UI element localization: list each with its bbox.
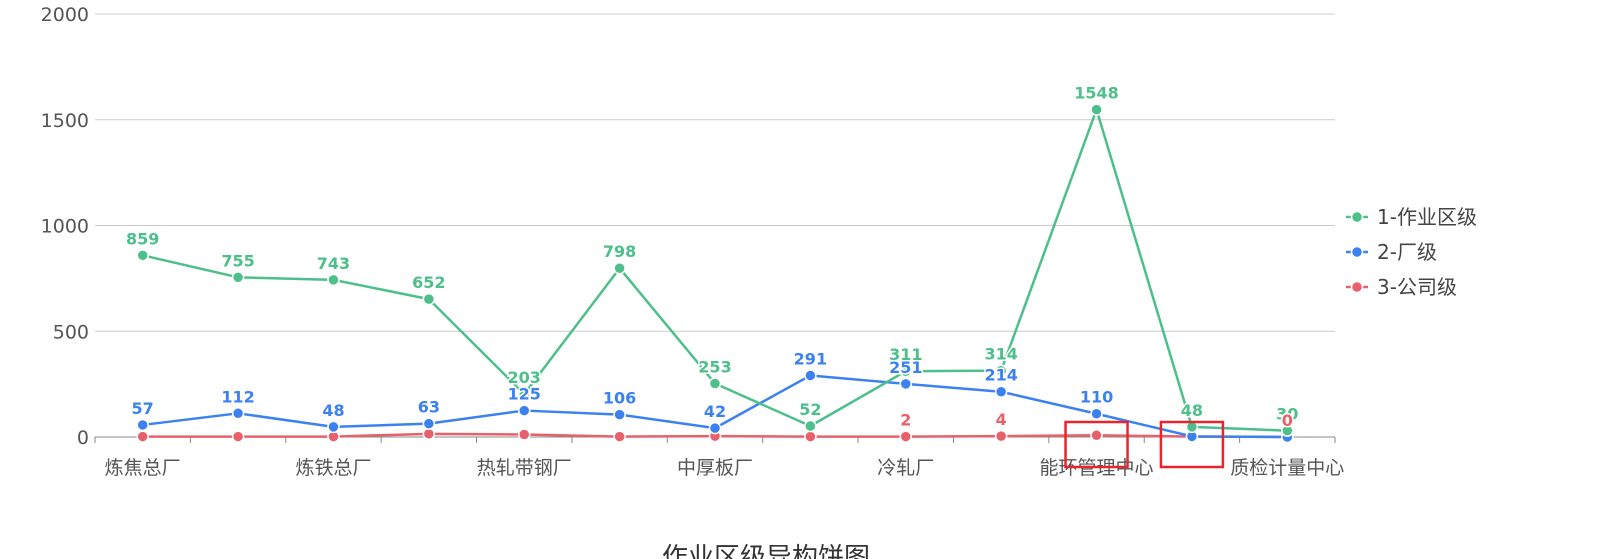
data-point[interactable] [708,377,722,390]
data-point[interactable] [422,292,436,306]
data-point[interactable] [1090,103,1103,116]
data-label: 251 [889,358,922,377]
data-label: 652 [412,273,445,292]
data-label: 125 [508,385,541,404]
data-point[interactable] [804,430,817,443]
data-label: 743 [317,254,350,273]
highlight-box [1064,420,1129,469]
data-label: 0 [1282,411,1293,430]
x-tick-label: 质检计量中心 [1230,457,1344,479]
data-label: 57 [132,399,154,418]
data-point[interactable] [804,369,817,382]
legend-label: 2-厂级 [1377,240,1437,264]
data-label: 48 [322,401,344,420]
legend-label: 3-公司级 [1377,275,1457,299]
legend-swatch-marker [1350,280,1364,294]
data-point[interactable] [804,419,817,433]
data-label: 110 [1080,388,1113,407]
data-label: 30 [1276,405,1298,424]
data-point[interactable] [994,364,1008,377]
data-point[interactable] [517,404,531,417]
x-tick-label: 中厚板厂 [677,457,753,479]
x-tick-label: 冷轧厂 [877,457,934,479]
data-labels: 859 755 743 652 203 798 253 52 311 314 1548 48 30 57 1… [124,82,1299,431]
data-label: 798 [603,242,636,261]
legend-item-1[interactable]: 1-作业区级 [1346,205,1477,229]
data-label: 42 [704,402,726,421]
legend-item-3[interactable]: 3-公司级 [1346,275,1457,299]
series-group [136,103,1294,444]
legend-item-2[interactable]: 2-厂级 [1346,240,1437,264]
data-label: 203 [508,368,541,387]
y-tick-label: 1000 [41,216,89,238]
legend[interactable]: 1-作业区级 2-厂级 3-公司级 [1346,205,1477,299]
y-tick-label: 1500 [41,110,89,132]
data-point[interactable] [899,377,913,391]
annotations [1064,420,1225,469]
data-label: 859 [126,229,159,248]
data-point[interactable] [1090,429,1103,442]
y-tick-label: 2000 [41,4,89,26]
data-label: 63 [418,398,440,417]
data-label: 1548 [1074,84,1119,103]
data-label: 4 [996,410,1007,429]
data-point[interactable] [613,408,626,421]
data-point[interactable] [231,430,245,443]
legend-swatch-marker [1350,210,1364,224]
data-label: 112 [221,387,254,406]
y-tick-label: 500 [53,321,89,343]
data-label: 291 [794,349,827,368]
data-label: 253 [698,357,731,376]
data-point[interactable] [613,430,626,443]
data-point[interactable] [231,271,245,284]
data-label: 755 [221,251,254,270]
x-tick-label: 热轧带钢厂 [477,457,572,479]
data-point[interactable] [517,387,531,401]
data-point[interactable] [1090,407,1103,420]
data-point[interactable] [899,430,913,443]
data-point[interactable] [136,249,149,262]
series-2 [136,369,1294,444]
x-axis: 炼焦总厂 炼铁总厂 热轧带钢厂 中厚板厂 冷轧厂 能环管理中心 质检计量中心 [94,436,1344,479]
chart-title: 作业区级异构饼图 [662,543,870,559]
data-label: 48 [1181,401,1203,420]
y-tick-label: 0 [77,427,89,449]
data-point[interactable] [231,407,245,420]
data-point[interactable] [517,428,531,441]
data-label: 2 [900,411,911,430]
x-tick-label: 炼铁总厂 [295,457,371,479]
data-point[interactable] [708,421,722,435]
series-1 [136,103,1294,437]
data-point[interactable] [136,430,149,443]
data-point[interactable] [994,385,1008,398]
highlight-box [1159,420,1225,469]
data-point[interactable] [994,429,1008,443]
data-label: 314 [984,345,1017,364]
data-point[interactable] [136,418,149,432]
y-axis: 0 500 1000 1500 2000 [41,4,89,449]
data-point[interactable] [327,420,340,434]
data-label: 214 [984,366,1017,385]
data-point[interactable] [1281,424,1294,437]
data-label: 106 [603,389,636,408]
x-tick-label: 炼焦总厂 [105,457,181,479]
data-point[interactable] [613,261,626,275]
data-label: 52 [799,400,821,419]
data-point[interactable] [422,417,436,430]
grid-lines [95,13,1335,332]
data-point[interactable] [899,364,913,378]
data-label: 311 [889,345,922,364]
data-point[interactable] [327,273,340,287]
data-point[interactable] [422,427,436,441]
legend-label: 1-作业区级 [1377,205,1477,229]
legend-swatch-marker [1350,245,1364,259]
